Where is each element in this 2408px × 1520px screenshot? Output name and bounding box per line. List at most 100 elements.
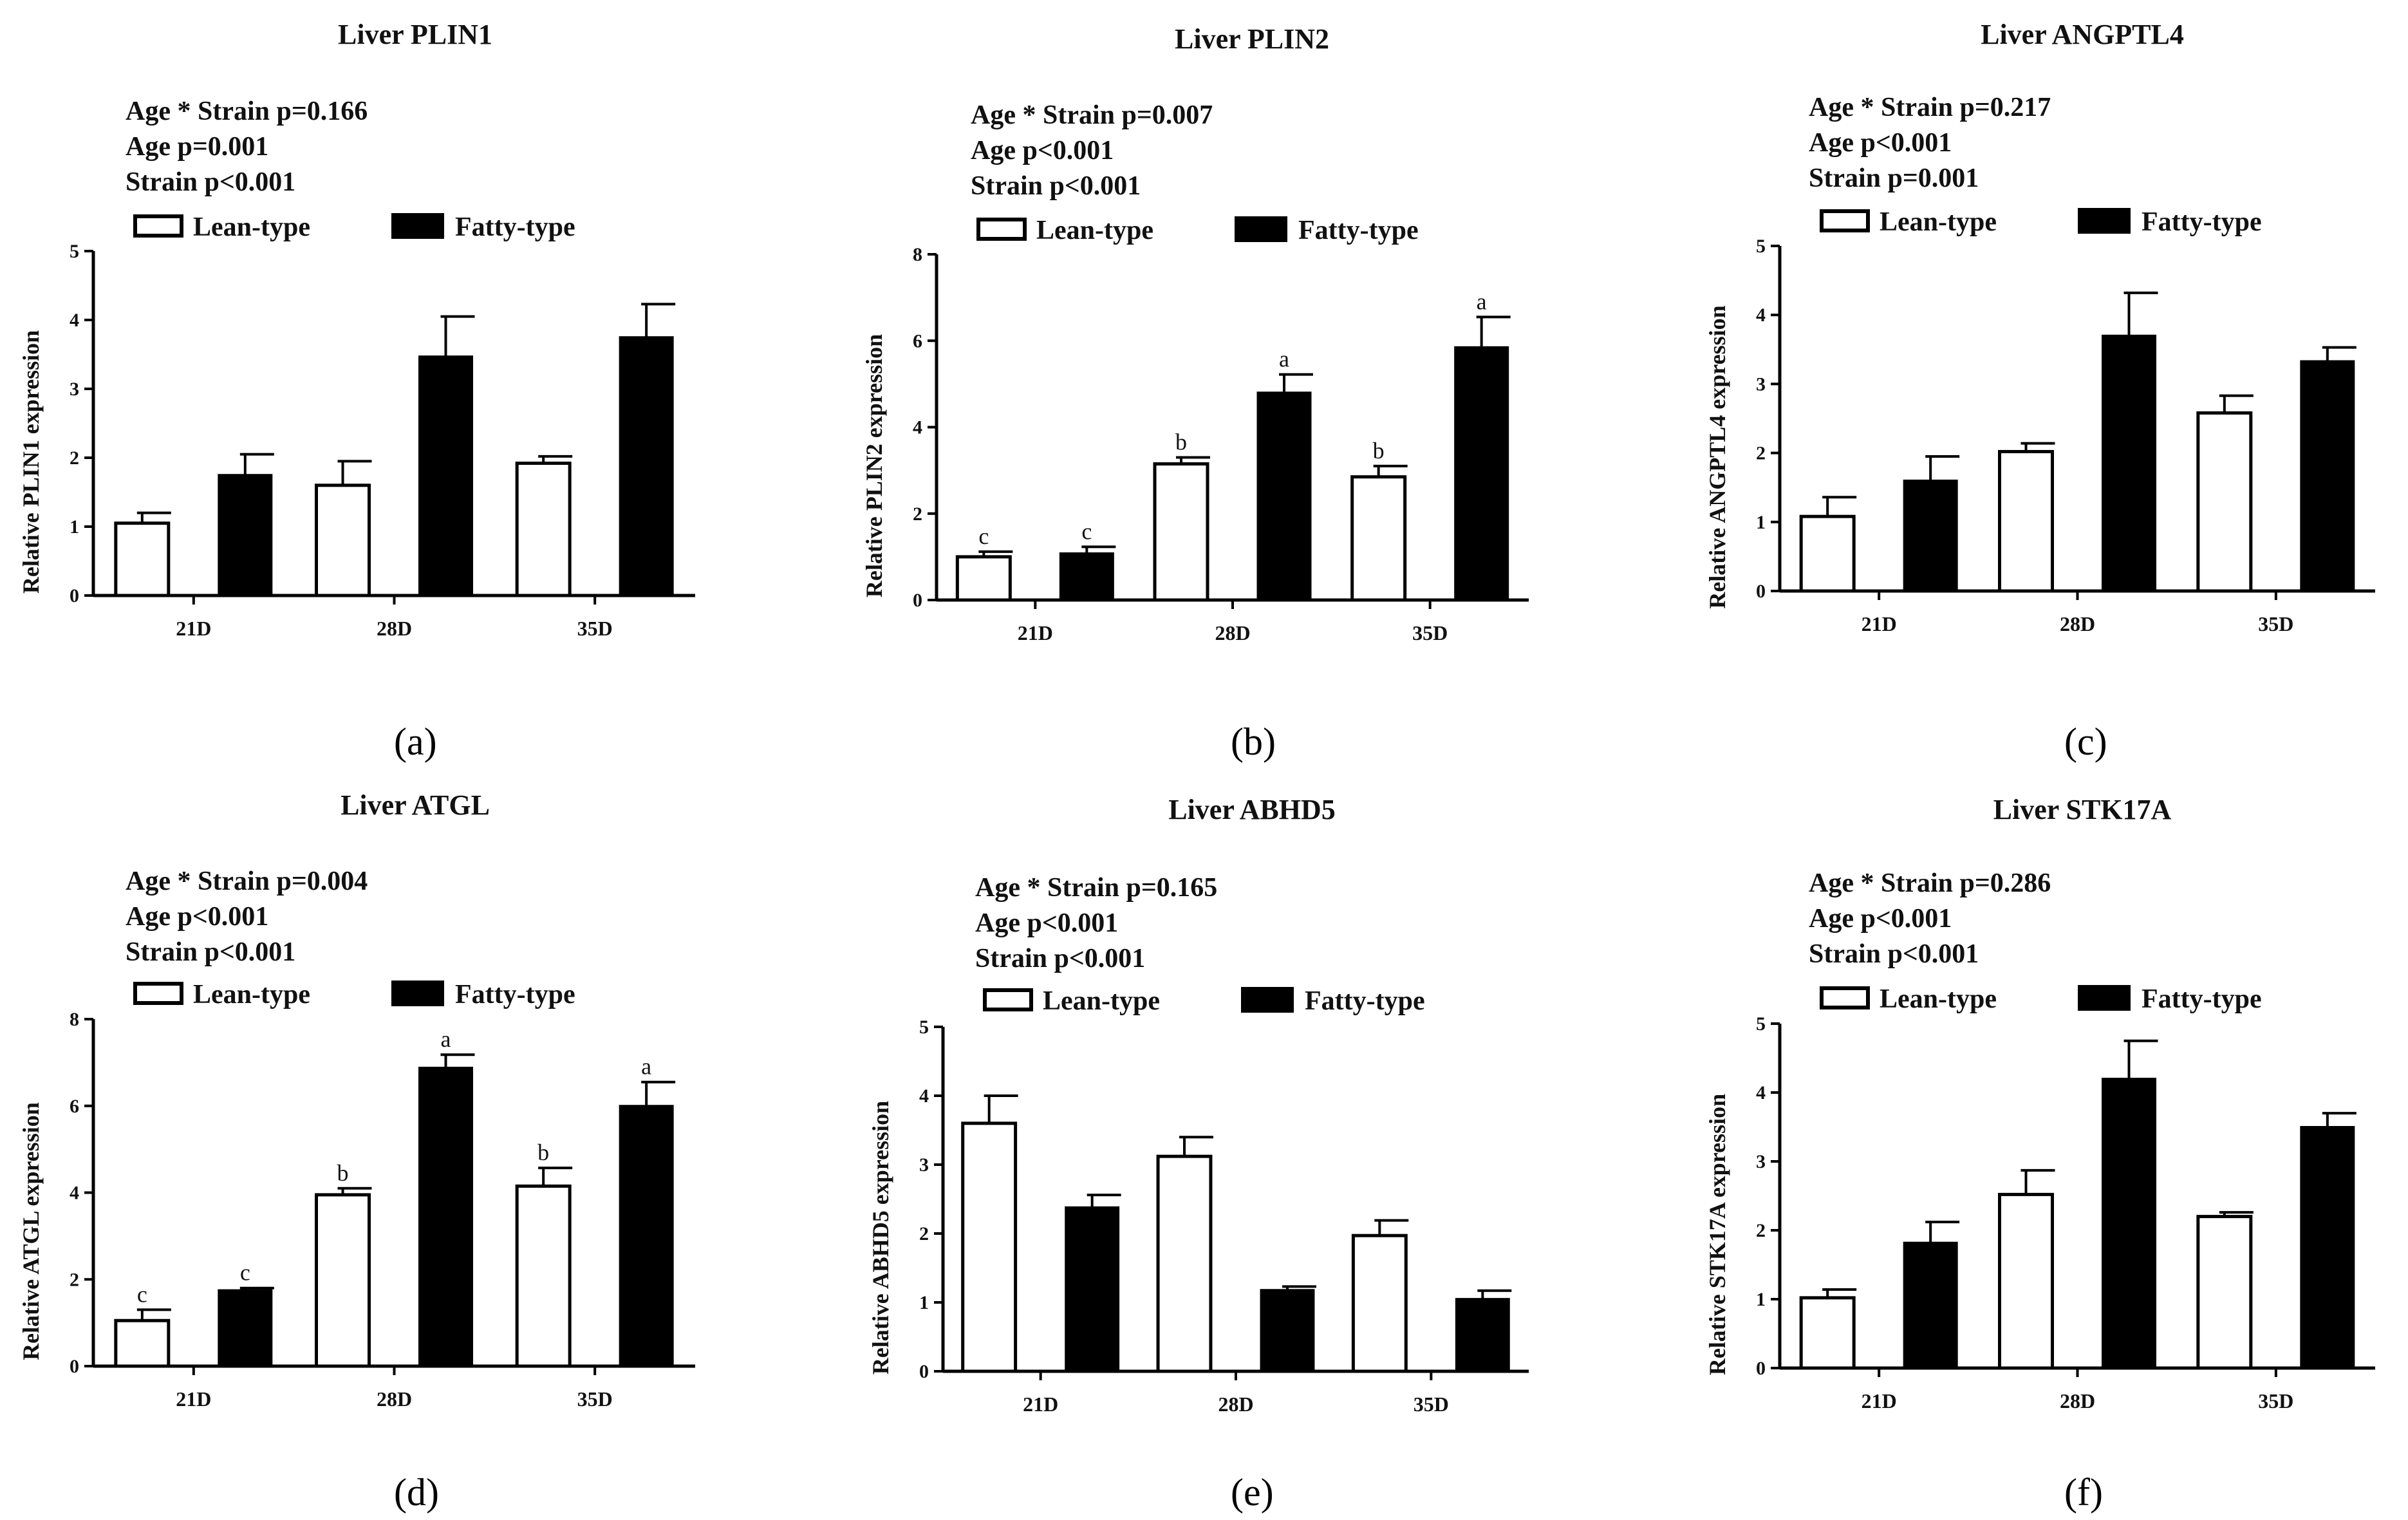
bar-lean [114,1318,171,1368]
y-tick-label: 4 [913,417,922,438]
significance-label: b [1175,429,1187,455]
x-tick-label: 28D [377,617,412,640]
x-tick-label: 35D [1414,1393,1449,1416]
bar-fatty [418,355,473,597]
legend-label-fatty: Fatty-type [1305,986,1425,1016]
stat-line: Age p=0.001 [126,132,268,162]
y-tick-label: 3 [70,379,79,400]
legend-swatch-fatty [391,980,444,1006]
chart-title: Liver PLIN1 [338,19,492,50]
stat-line: Strain p<0.001 [126,167,295,197]
y-tick-label: 0 [1756,1358,1766,1379]
x-tick-label: 28D [377,1387,412,1411]
legend-swatch-fatty [2078,208,2131,234]
bar-fatty [2300,360,2355,592]
bar-lean [1350,475,1407,602]
y-tick-label: 4 [1756,1082,1766,1103]
legend-label-lean: Lean-type [1036,216,1153,245]
y-tick-label: 6 [70,1096,79,1117]
y-tick-label: 0 [913,590,922,611]
bar-fatty [619,336,674,597]
y-tick-label: 1 [1756,1289,1766,1310]
bar-lean [114,521,171,597]
chart-panel-1: Liver PLIN1 Age * Strain p=0.166 Age p=0.0… [18,19,695,763]
significance-label: a [441,1026,451,1052]
y-tick-label: 4 [1756,305,1766,326]
bar-fatty [619,1105,674,1367]
legend-swatch-lean [133,982,183,1005]
bar-fatty [1256,391,1312,601]
y-tick-label: 1 [70,516,79,538]
stat-line: Age * Strain p=0.004 [126,867,368,896]
bar-fatty [1059,552,1114,601]
y-tick-label: 8 [913,244,922,265]
y-tick-label: 5 [919,1017,929,1038]
legend-label-lean: Lean-type [1880,984,1997,1014]
bar-lean [1799,1296,1856,1370]
panel-tag: (d) [394,1471,439,1514]
stat-line: Age p<0.001 [975,908,1118,938]
stat-line: Strain p<0.001 [1809,939,1979,969]
legend-label-fatty: Fatty-type [455,212,575,242]
bar-lean [961,1121,1018,1373]
legend-swatch-lean [1820,209,1870,232]
y-tick-label: 2 [1756,443,1766,464]
y-tick-label: 5 [70,241,79,262]
legend-label-lean: Lean-type [193,980,310,1009]
significance-label: c [240,1260,250,1286]
stat-line: Age * Strain p=0.166 [126,97,368,126]
significance-label: c [1081,518,1092,544]
y-axis-label: Relative ANGPTL4 expression [1704,305,1730,608]
bar-lean [1799,514,1856,593]
y-tick-label: 3 [1756,373,1766,395]
significance-label: b [537,1140,549,1165]
legend-swatch-lean [976,218,1027,241]
y-axis-label: Relative ABHD5 expression [868,1101,893,1375]
panel-tag: (f) [2064,1471,2103,1514]
x-tick-label: 35D [2258,1389,2293,1412]
significance-label: a [1279,346,1289,372]
bar-fatty [2102,1078,2156,1369]
y-tick-label: 6 [913,330,922,352]
bar-fatty [2102,334,2156,592]
x-tick-label: 28D [1218,1393,1253,1416]
legend-swatch-fatty [1235,216,1287,242]
panel-tag: (e) [1231,1471,1274,1514]
y-tick-label: 2 [70,1269,79,1290]
y-tick-label: 1 [919,1292,929,1313]
legend-swatch-lean [133,214,183,238]
legend-swatch-fatty [1241,987,1294,1013]
bar-lean [1998,1192,2054,1370]
chart-panel-2: Liver PLIN2 Age * Strain p=0.007 Age p<0.0… [861,23,1529,763]
y-tick-label: 2 [913,503,922,525]
x-tick-label: 28D [2060,1389,2095,1412]
x-tick-label: 21D [176,1387,211,1411]
legend-label-fatty: Fatty-type [1298,216,1419,245]
bar-lean [2196,411,2253,593]
bar-fatty [1065,1206,1120,1373]
x-tick-label: 21D [1018,621,1053,644]
legend-label-lean: Lean-type [193,212,310,242]
x-tick-label: 35D [1412,621,1448,644]
chart-title: Liver ANGPTL4 [1981,19,2184,50]
chart-panel-6: Liver STK17A Age * Strain p=0.286 Age p<0.… [1704,794,2375,1514]
y-tick-label: 2 [70,447,79,469]
bar-fatty [2300,1126,2355,1369]
bar-fatty [418,1066,473,1367]
stat-line: Age * Strain p=0.165 [975,873,1217,903]
bar-fatty [1454,346,1509,601]
chart-title: Liver STK17A [1993,794,2172,825]
panel-tag: (a) [394,720,437,763]
panel-tag: (b) [1231,720,1276,763]
chart-panel-4: Liver ATGL Age * Strain p=0.004 Age p<0.00… [18,789,695,1514]
chart-title: Liver ABHD5 [1168,794,1336,825]
y-tick-label: 2 [919,1223,929,1244]
legend-swatch-lean [983,988,1033,1011]
y-tick-label: 0 [70,585,79,606]
chart-title: Liver ATGL [341,789,490,821]
legend-swatch-fatty [2078,985,2131,1011]
bar-fatty [1903,1241,1958,1369]
legend-label-fatty: Fatty-type [2142,984,2262,1014]
